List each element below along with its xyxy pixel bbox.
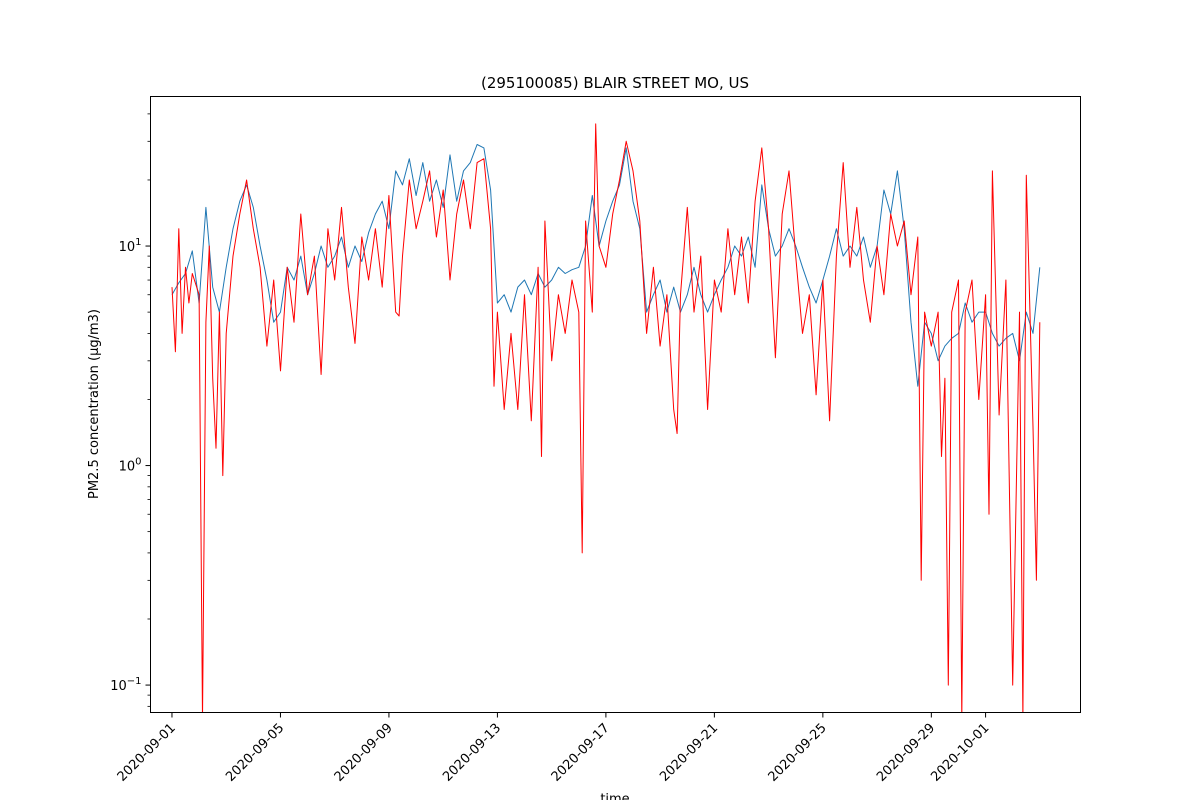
- series-line-2: [171, 123, 1041, 713]
- y-tick-label: 10−1: [110, 676, 141, 694]
- x-axis-label: time: [600, 792, 629, 800]
- chart-title: (295100085) BLAIR STREET MO, US: [481, 74, 749, 92]
- y-tick-label: 101: [119, 237, 142, 255]
- series-layer: [171, 123, 1041, 713]
- y-axis: 10−1 100 101: [110, 113, 151, 707]
- plot-frame: [150, 96, 1081, 713]
- series-line-1: [171, 144, 1041, 387]
- y-axis-label: PM2.5 concentration (µg/m3): [87, 309, 102, 499]
- y-tick-label: 100: [119, 457, 142, 475]
